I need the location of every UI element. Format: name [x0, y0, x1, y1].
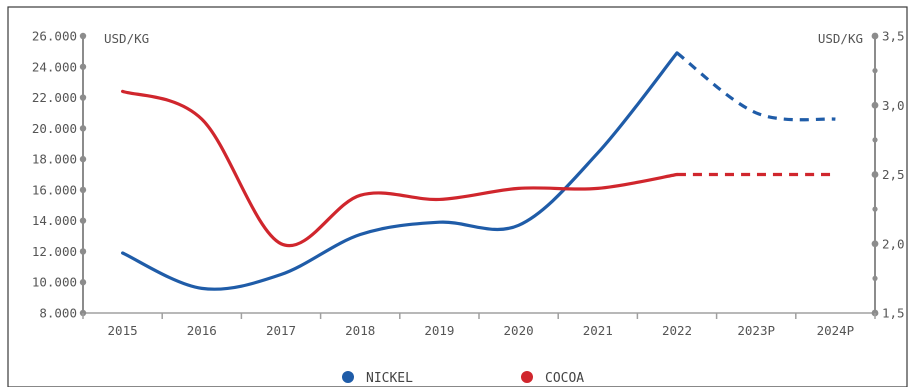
right-tick-label: 3,5 [882, 29, 905, 44]
left-tick-label: 12.000 [32, 244, 77, 259]
x-tick-label: 2019 [424, 323, 454, 338]
left-tick-label: 20.000 [32, 121, 77, 136]
left-tick-dot [79, 279, 87, 286]
x-axis-ticks: 2015 2016 2017 2018 2019 2020 2021 2022 2023P 202… [82, 313, 876, 338]
left-tick-dot [79, 32, 87, 40]
right-tick-label: 2,5 [882, 167, 905, 182]
x-tick-label: 2021 [583, 323, 613, 338]
legend-label-cocoa: COCOA [545, 371, 584, 386]
left-tick-label: 18.000 [32, 152, 77, 167]
x-tick-label: 2024P [817, 323, 855, 338]
legend: NICKEL COCOA [342, 371, 584, 386]
left-tick-dot [79, 248, 87, 255]
right-minor-tick-dot [872, 206, 878, 212]
left-axis-ticks: 26.000 24.000 22.000 20.000 18.000 16.000 14.0… [32, 29, 87, 321]
right-tick-label: 2,0 [882, 236, 905, 251]
x-tick-label: 2020 [504, 323, 534, 338]
right-axis-ticks: 3,5 3,0 2,5 2,0 1,5 [871, 29, 905, 321]
left-tick-label: 16.000 [32, 182, 77, 197]
right-minor-tick-dot [872, 137, 878, 143]
x-tick-label: 2016 [187, 323, 217, 338]
left-tick-label: 24.000 [32, 59, 77, 74]
right-axis-unit-label: USD/KG [818, 31, 863, 46]
right-tick-dot [871, 240, 879, 248]
right-minor-tick-dot [872, 275, 878, 281]
x-tick-label: 2018 [345, 323, 375, 338]
right-tick-label: 1,5 [882, 306, 905, 321]
legend-marker-nickel [342, 371, 354, 383]
series-line-cocoa [121, 89, 679, 248]
left-tick-dot [79, 125, 87, 132]
x-tick-label: 2015 [108, 323, 138, 338]
right-tick-dot [871, 171, 879, 178]
legend-marker-cocoa [521, 371, 533, 383]
x-tick-label: 2022 [662, 323, 692, 338]
left-tick-dot [79, 94, 87, 101]
series-projection-nickel [676, 51, 836, 122]
series-layer [121, 51, 836, 291]
right-tick-label: 3,0 [882, 98, 905, 113]
legend-label-nickel: NICKEL [366, 371, 413, 386]
series-line-nickel [121, 51, 679, 291]
left-tick-dot [79, 186, 87, 194]
left-tick-label: 10.000 [32, 275, 77, 290]
left-tick-dot [79, 63, 87, 70]
x-tick-label: 2023P [737, 323, 775, 338]
left-tick-label: 14.000 [32, 213, 77, 228]
left-tick-label: 26.000 [32, 29, 77, 44]
left-tick-dot [79, 155, 87, 163]
left-tick-label: 8.000 [39, 306, 77, 321]
left-tick-label: 22.000 [32, 90, 77, 105]
right-minor-tick-dot [872, 68, 878, 74]
right-tick-dot [871, 32, 879, 40]
x-tick-label: 2017 [266, 323, 296, 338]
left-tick-dot [79, 217, 87, 224]
left-axis-unit-label: USD/KG [104, 31, 149, 46]
right-tick-dot [871, 101, 879, 109]
